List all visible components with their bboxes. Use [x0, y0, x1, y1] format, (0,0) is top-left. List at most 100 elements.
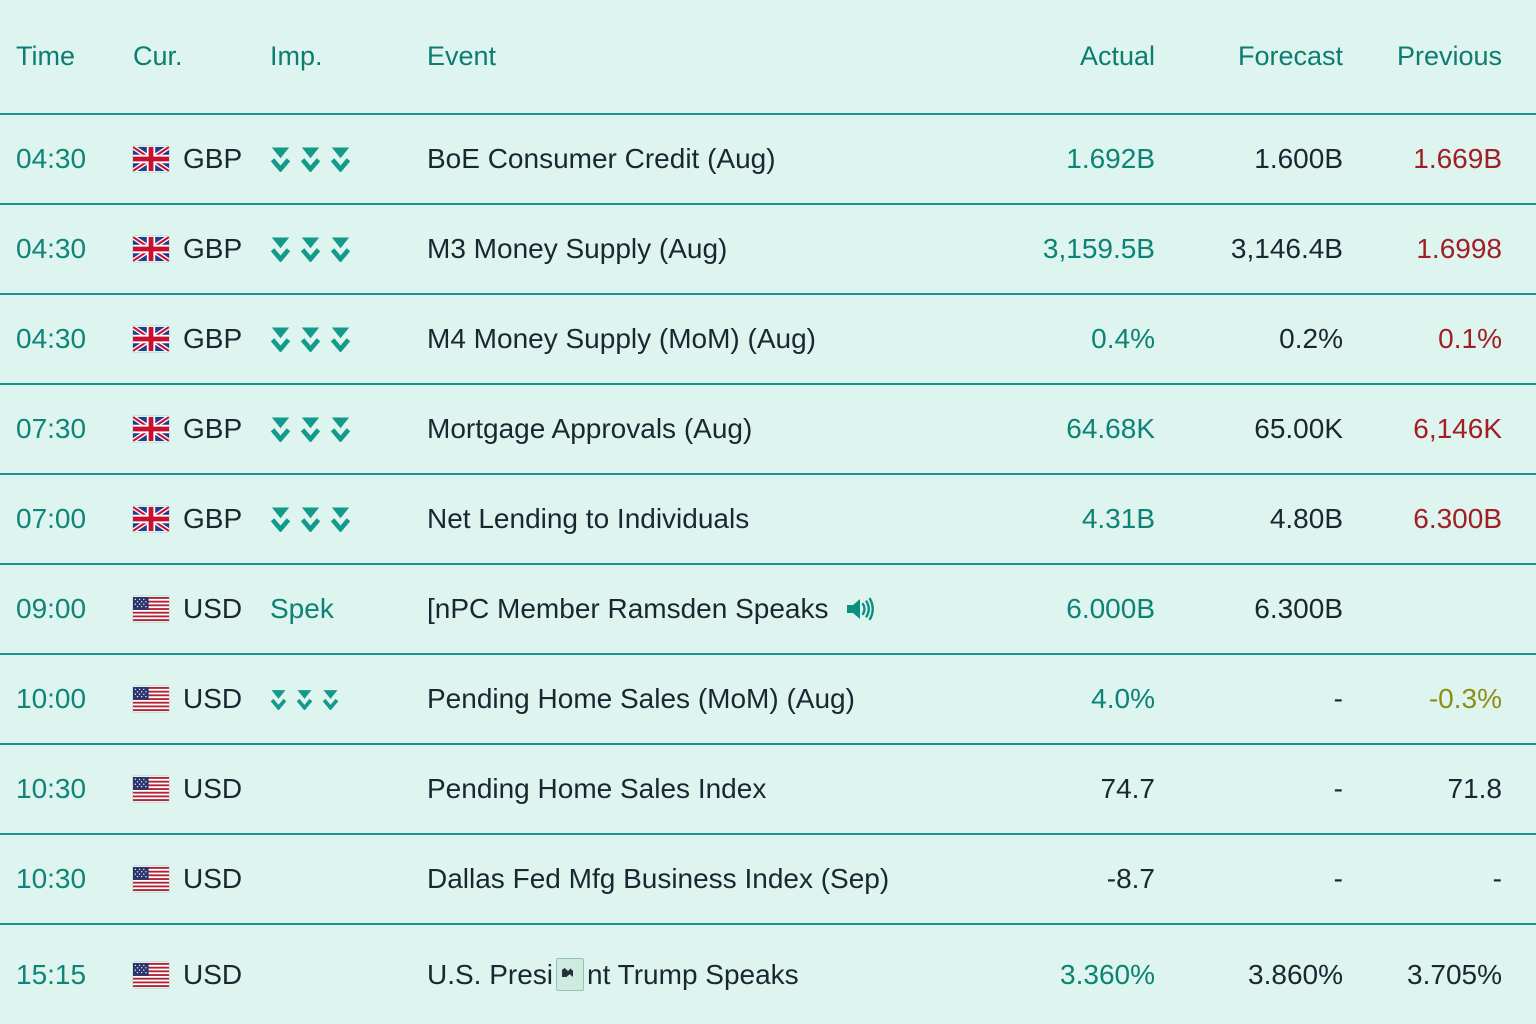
- currency-cell: USD: [133, 683, 270, 715]
- currency-cell: GBP: [133, 503, 270, 535]
- uk-flag-icon: [133, 146, 169, 172]
- event-label: Pending Home Sales Index: [427, 773, 767, 804]
- us-flag-icon: [133, 686, 169, 712]
- event-cell[interactable]: Pending Home Sales Index: [427, 773, 965, 805]
- forecast-value: -: [1333, 683, 1343, 714]
- chevron-down-icon: [330, 506, 351, 532]
- currency-cell: GBP: [133, 323, 270, 355]
- event-cell[interactable]: Pending Home Sales (MoM) (Aug): [427, 683, 965, 715]
- previous-value: -: [1492, 863, 1502, 894]
- column-header-currency: Cur.: [133, 41, 183, 71]
- event-label-pre: U.S. Presi: [427, 958, 554, 990]
- chevron-down-icon: [270, 326, 291, 352]
- event-cell[interactable]: BoE Consumer Credit (Aug): [427, 143, 965, 175]
- previous-value: 3.705%: [1407, 958, 1502, 990]
- currency-cell: USD: [133, 593, 270, 625]
- previous-value: 71.8: [1447, 773, 1503, 804]
- importance-text: Spek: [270, 593, 334, 624]
- event-label: Pending Home Sales (MoM) (Aug): [427, 683, 855, 714]
- event-cell[interactable]: Net Lending to Individuals: [427, 503, 965, 535]
- forecast-value: 4.80B: [1269, 503, 1343, 534]
- currency-label: GBP: [183, 233, 243, 264]
- time-cell: 10:30: [16, 773, 87, 804]
- actual-value: 4.0%: [1091, 683, 1155, 714]
- time-cell: 09:00: [16, 593, 87, 624]
- time-cell: 07:00: [16, 503, 87, 534]
- table-row[interactable]: 15:15 USD U.S. Presi nt Trump Speaks 3.36…: [0, 925, 1536, 1024]
- currency-label: USD: [183, 683, 243, 714]
- importance-cell: [270, 689, 427, 710]
- table-row[interactable]: 09:00 USD Spek [nPC Member Ramsden Speak…: [0, 565, 1536, 655]
- table-row[interactable]: 07:30 GBP Mortgage Approvals (Aug) 64.68…: [0, 385, 1536, 475]
- time-cell: 04:30: [16, 143, 87, 174]
- chevron-down-icon: [270, 236, 291, 262]
- table-row[interactable]: 04:30 GBP M4 Money Supply (MoM) (Aug) 0.…: [0, 295, 1536, 385]
- currency-label: GBP: [183, 413, 243, 444]
- uk-flag-icon: [133, 506, 169, 532]
- table-row[interactable]: 04:30 GBP BoE Consumer Credit (Aug) 1.69…: [0, 115, 1536, 205]
- event-label: Net Lending to Individuals: [427, 503, 750, 534]
- event-label: M4 Money Supply (MoM) (Aug): [427, 323, 817, 354]
- actual-value: 74.7: [1100, 773, 1156, 804]
- actual-value: 64.68K: [1066, 413, 1155, 444]
- previous-value: -0.3%: [1428, 683, 1502, 714]
- event-label: Mortgage Approvals (Aug): [427, 413, 753, 444]
- forecast-value: 0.2%: [1279, 323, 1343, 354]
- currency-label: GBP: [183, 323, 243, 354]
- us-flag-icon: [133, 776, 169, 802]
- chevron-down-icon: [300, 506, 321, 532]
- table-row[interactable]: 10:30 USD Pending Home Sales Index 74.7 …: [0, 745, 1536, 835]
- table-row[interactable]: 10:30 USD Dallas Fed Mfg Business Index …: [0, 835, 1536, 925]
- column-header-actual: Actual: [1079, 41, 1155, 71]
- actual-value: 6.000B: [1066, 593, 1155, 624]
- previous-value: 6.300B: [1413, 503, 1502, 534]
- previous-value: 1.669B: [1413, 143, 1502, 174]
- time-cell: 04:30: [16, 323, 87, 354]
- chevron-down-icon: [330, 146, 351, 172]
- chevron-down-icon: [300, 416, 321, 442]
- event-cell[interactable]: M4 Money Supply (MoM) (Aug): [427, 323, 965, 355]
- chevron-down-icon: [300, 326, 321, 352]
- forecast-value: -: [1333, 773, 1343, 804]
- currency-label: GBP: [183, 503, 243, 534]
- currency-label: GBP: [183, 143, 243, 174]
- event-cell[interactable]: Mortgage Approvals (Aug): [427, 413, 965, 445]
- currency-label: USD: [183, 593, 243, 624]
- event-cell[interactable]: U.S. Presi nt Trump Speaks: [427, 958, 965, 991]
- time-cell: 04:30: [16, 233, 87, 264]
- currency-cell: USD: [133, 863, 270, 895]
- currency-cell: GBP: [133, 413, 270, 445]
- actual-value: 0.4%: [1091, 323, 1155, 354]
- chevron-down-icon: [296, 689, 313, 710]
- us-flag-icon: [133, 866, 169, 892]
- currency-label: USD: [183, 958, 243, 990]
- event-label: M3 Money Supply (Aug): [427, 233, 728, 264]
- time-cell: 07:30: [16, 413, 87, 444]
- event-cell[interactable]: [nPC Member Ramsden Speaks: [427, 593, 965, 625]
- importance-cell: [270, 326, 427, 352]
- event-label: Dallas Fed Mfg Business Index (Sep): [427, 863, 890, 894]
- forecast-value: 65.00K: [1254, 413, 1343, 444]
- actual-value: -8.7: [1106, 863, 1155, 894]
- currency-label: USD: [183, 773, 243, 804]
- currency-cell: GBP: [133, 233, 270, 265]
- table-row[interactable]: 04:30 GBP M3 Money Supply (Aug) 3,159.5B…: [0, 205, 1536, 295]
- table-row[interactable]: 10:00 USD Pending Home Sales (MoM) (Aug)…: [0, 655, 1536, 745]
- forecast-value: 6.300B: [1254, 593, 1343, 624]
- uk-flag-icon: [133, 416, 169, 442]
- speaker-icon[interactable]: [845, 596, 875, 622]
- importance-cell: [270, 416, 427, 442]
- time-cell: 10:30: [16, 863, 87, 894]
- forecast-value: 3.860%: [1248, 958, 1343, 990]
- event-cell[interactable]: M3 Money Supply (Aug): [427, 233, 965, 265]
- event-cell[interactable]: Dallas Fed Mfg Business Index (Sep): [427, 863, 965, 895]
- forecast-value: -: [1333, 863, 1343, 894]
- us-flag-icon: [133, 596, 169, 622]
- currency-label: USD: [183, 863, 243, 894]
- currency-cell: USD: [133, 959, 270, 991]
- uk-flag-icon: [133, 326, 169, 352]
- column-header-event: Event: [427, 41, 497, 71]
- forecast-value: 3,146.4B: [1230, 233, 1343, 264]
- table-row[interactable]: 07:00 GBP Net Lending to Individuals 4.3…: [0, 475, 1536, 565]
- forecast-value: 1.600B: [1254, 143, 1343, 174]
